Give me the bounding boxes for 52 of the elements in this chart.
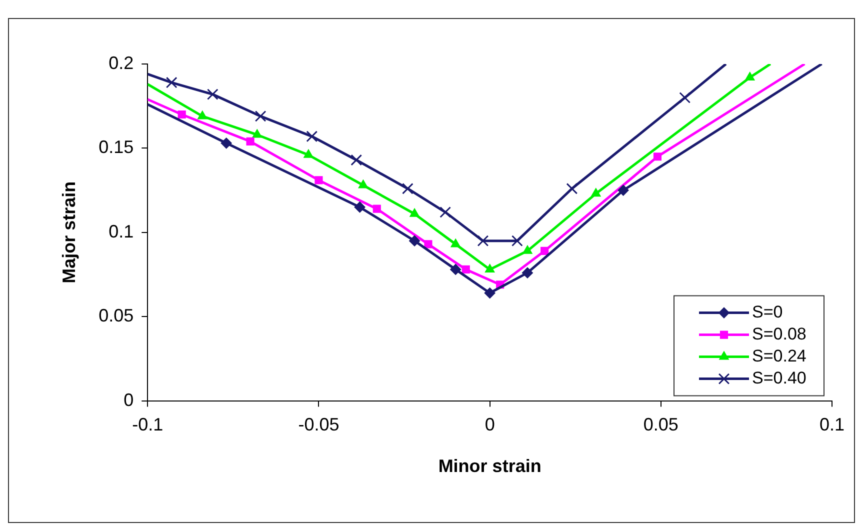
x-tick-label: 0.1 <box>819 414 845 435</box>
y-tick-label: 0.1 <box>108 221 134 242</box>
point <box>304 149 314 158</box>
point <box>220 138 232 149</box>
point <box>358 180 368 188</box>
point <box>178 110 186 119</box>
point <box>306 130 318 142</box>
x-tick-label: -0.1 <box>132 414 164 435</box>
legend-label: S=0.40 <box>752 368 806 388</box>
point <box>679 92 691 104</box>
point <box>450 238 460 248</box>
point <box>198 110 208 120</box>
y-tick-label: 0.15 <box>98 137 134 158</box>
y-tick-label: 0.05 <box>98 306 134 326</box>
point <box>511 235 523 247</box>
point <box>402 182 414 194</box>
y-tick-label: 0.2 <box>108 52 134 73</box>
point <box>522 267 533 278</box>
point <box>252 129 262 138</box>
point <box>246 137 254 146</box>
point <box>484 264 495 272</box>
point <box>372 204 381 213</box>
x-tick-label: 0 <box>484 414 495 435</box>
point <box>522 245 532 254</box>
point <box>450 264 462 275</box>
point <box>350 154 362 166</box>
point <box>566 182 578 194</box>
y-axis-title: Major strain <box>58 181 79 284</box>
point <box>618 184 629 196</box>
point <box>540 246 549 255</box>
point <box>314 176 323 184</box>
legend-label: S=0.08 <box>752 324 806 344</box>
point <box>745 72 755 80</box>
point <box>477 235 489 247</box>
point <box>354 202 366 213</box>
point <box>254 110 266 122</box>
x-tick-label: 0.05 <box>643 414 678 435</box>
point <box>166 76 178 88</box>
point <box>440 206 452 218</box>
x-tick-label: -0.05 <box>298 414 340 435</box>
point <box>653 152 662 161</box>
point <box>591 188 601 197</box>
point <box>424 240 432 248</box>
point <box>410 208 420 217</box>
point <box>462 265 470 274</box>
point <box>409 235 420 246</box>
legend-label: S=0 <box>752 302 783 322</box>
y-tick-label: 0 <box>124 390 134 410</box>
point <box>206 88 218 100</box>
point <box>484 288 496 299</box>
x-axis-title: Minor strain <box>438 456 542 476</box>
legend-label: S=0.24 <box>752 346 806 366</box>
